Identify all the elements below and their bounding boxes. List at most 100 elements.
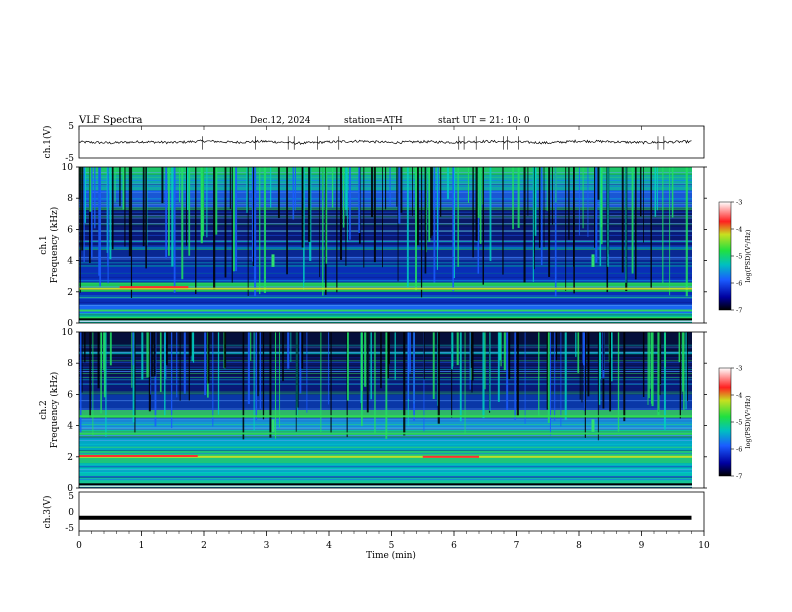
sferic-streak — [664, 332, 666, 368]
sferic-streak — [346, 332, 349, 401]
sferic-streak — [168, 167, 170, 256]
spectrogram-line — [79, 469, 692, 470]
spectrogram-line — [79, 248, 692, 249]
sferic-streak — [100, 332, 103, 369]
colorbar-tick-label: -5 — [736, 253, 742, 261]
sferic-streak — [94, 167, 96, 229]
sferic-streak — [647, 332, 649, 405]
sferic-streak — [416, 167, 419, 246]
sferic-streak — [295, 332, 297, 432]
sferic-streak — [385, 167, 387, 210]
sferic-streak — [195, 167, 197, 295]
sferic-streak — [363, 167, 365, 268]
sferic-streak — [122, 167, 125, 210]
sferic-streak — [154, 332, 157, 427]
xtick-label: 10 — [698, 541, 710, 551]
sferic-streak — [489, 332, 491, 412]
spectrogram-line — [79, 467, 692, 469]
sferic-streak — [231, 167, 233, 283]
sferic-streak — [251, 167, 253, 262]
sferic-streak — [625, 167, 627, 283]
sferic-streak — [477, 167, 480, 218]
ch1-ytick-top: 5 — [68, 122, 74, 132]
red-emission — [422, 455, 479, 458]
sferic-streak — [457, 167, 459, 267]
sferic-streak — [617, 332, 620, 432]
sferic-streak — [603, 332, 605, 370]
sferic-streak — [573, 167, 575, 294]
ch3-waveform-frame — [78, 491, 705, 532]
sferic-streak — [257, 332, 259, 397]
spectrogram-line — [79, 443, 692, 445]
sferic-streak — [497, 332, 500, 402]
sferic-streak — [657, 332, 660, 416]
spectrogram-line — [79, 216, 692, 218]
sferic-streak — [229, 167, 231, 210]
xtick-label: 1 — [139, 541, 145, 551]
ch1-waveform-panel: 5 -5 ch.1(V) — [42, 122, 705, 164]
sferic-streak — [349, 167, 351, 240]
sferic-streak — [370, 332, 372, 400]
sferic-streak — [161, 167, 164, 204]
sferic-streak — [176, 332, 178, 398]
emission-line — [79, 415, 692, 418]
ytick-label: 4 — [67, 257, 73, 267]
sferic-streak — [621, 167, 624, 273]
spectrogram-line — [79, 258, 692, 260]
ytick-label: 8 — [67, 359, 73, 369]
spectrogram-line — [79, 245, 692, 247]
sferic-streak — [389, 167, 391, 206]
sferic-streak — [107, 167, 109, 284]
sferic-streak — [475, 167, 478, 241]
sferic-streak — [423, 332, 425, 432]
ch3-ylabel: ch.3(V) — [42, 496, 53, 529]
emission-line — [79, 309, 692, 312]
sferic-streak — [279, 332, 281, 428]
sferic-streak — [345, 167, 347, 266]
sferic-streak — [503, 332, 506, 371]
ch2-colorbar — [718, 367, 732, 477]
sferic-streak — [554, 332, 556, 421]
sferic-streak — [683, 332, 685, 410]
ytick-label: 2 — [67, 453, 73, 463]
sferic-streak — [183, 332, 186, 394]
sferic-streak — [469, 332, 471, 390]
sferic-streak — [579, 332, 581, 400]
sferic-streak — [489, 167, 492, 262]
sferic-streak — [577, 332, 580, 373]
ch1-waveform-line — [78, 139, 692, 146]
sferic-streak — [565, 167, 567, 291]
sferic-streak — [380, 332, 382, 389]
spectrogram-line — [79, 477, 692, 478]
sferic-streak — [206, 167, 208, 238]
spectrogram-line — [79, 470, 692, 472]
sferic-streak — [342, 167, 345, 228]
colorbar-tick-label: -4 — [736, 226, 742, 234]
sferic-streak — [97, 332, 100, 389]
sferic-streak — [212, 332, 214, 427]
spectrogram-line — [79, 230, 692, 232]
sferic-streak — [527, 167, 529, 216]
sferic-streak — [533, 167, 535, 270]
sferic-streak — [81, 167, 84, 251]
sferic-streak — [79, 332, 82, 434]
xtick-label: 4 — [326, 541, 332, 551]
sferic-streak — [130, 167, 133, 299]
sferic-streak — [287, 332, 290, 369]
ytick-label: 10 — [62, 163, 74, 173]
sferic-streak — [597, 332, 599, 441]
sferic-streak — [582, 167, 584, 229]
spectrogram-line — [79, 316, 692, 318]
emission-line — [79, 455, 692, 458]
xtick-label: 9 — [639, 541, 645, 551]
date-label: Dec.12, 2024 — [250, 116, 311, 126]
sferic-streak — [663, 332, 666, 430]
sferic-streak — [547, 332, 550, 424]
sferic-streak — [424, 167, 427, 274]
sferic-streak — [548, 167, 551, 277]
sferic-streak — [432, 332, 435, 400]
spectrogram-line — [79, 223, 692, 225]
sferic-streak — [446, 167, 450, 200]
baseline-dark — [79, 318, 704, 321]
sferic-streak — [470, 332, 472, 368]
